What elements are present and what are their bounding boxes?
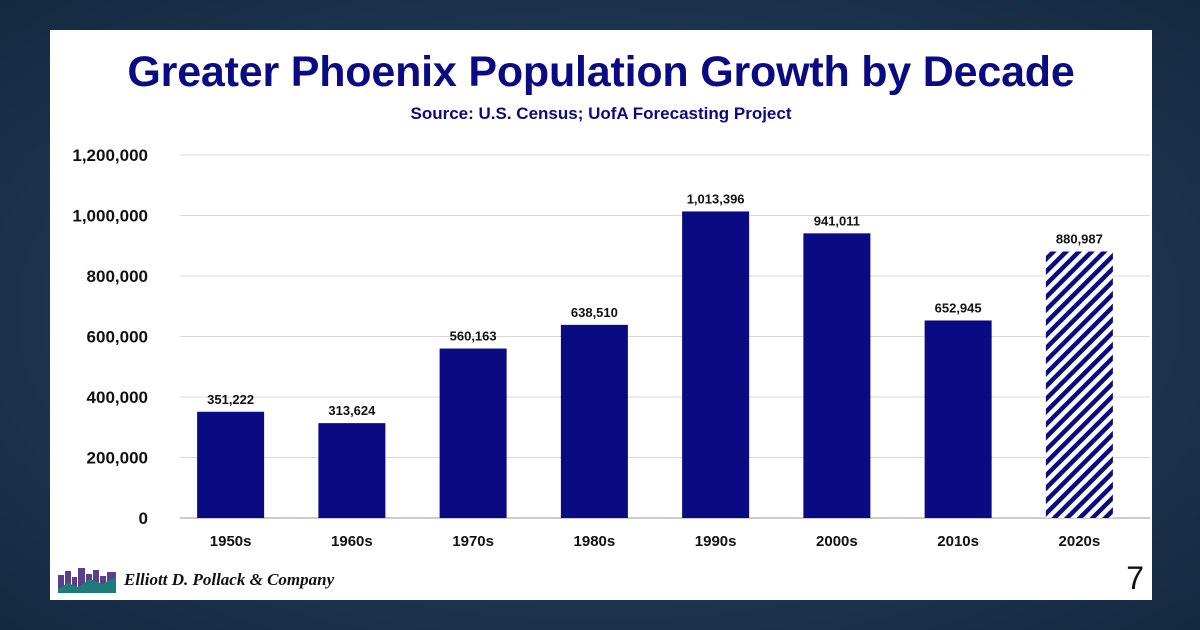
x-tick-label-1980s: 1980s [574, 533, 616, 550]
bar-1950s [197, 411, 265, 518]
bar-chart: 0 200,000 400,000 600,000 800,000 1,000,000 1,… [72, 146, 1150, 550]
y-tick-label: 800,000 [87, 267, 148, 286]
y-tick-label: 1,000,000 [72, 207, 148, 226]
bar-1990s [682, 211, 750, 519]
bar-2020s [1045, 251, 1113, 518]
y-tick-label: 600,000 [87, 328, 148, 347]
y-tick-label: 0 [139, 509, 148, 528]
x-tick-label-2010s: 2010s [937, 533, 979, 550]
bar-1970s [439, 348, 507, 518]
data-label-1980s: 638,510 [571, 305, 618, 320]
bar-2000s [803, 233, 871, 518]
chart-title: Greater Phoenix Population Growth by Dec… [127, 48, 1075, 96]
data-label-2000s: 941,011 [814, 213, 860, 228]
data-label-1950s: 351,222 [207, 392, 254, 407]
y-tick-label: 400,000 [87, 388, 148, 407]
data-label-2020s: 880,987 [1056, 232, 1103, 247]
x-tick-label-1990s: 1990s [695, 533, 737, 550]
y-tick-label: 1,200,000 [72, 146, 148, 165]
x-tick-label-2000s: 2000s [816, 533, 858, 550]
company-logo-icon [58, 568, 116, 593]
x-tick-label-1970s: 1970s [452, 533, 494, 550]
slide: Greater Phoenix Population Growth by Dec… [50, 30, 1152, 600]
data-label-1990s: 1,013,396 [687, 191, 745, 206]
x-axis-ticks: 1950s 1960s 1970s 1980s 1990s 2000s 2010s 2020s [210, 533, 1100, 550]
page-number: 7 [1126, 560, 1144, 596]
data-label-2010s: 652,945 [935, 300, 982, 315]
bars [197, 211, 1113, 519]
bar-1960s [318, 423, 386, 518]
x-tick-label-1960s: 1960s [331, 533, 373, 550]
x-tick-label-1950s: 1950s [210, 533, 252, 550]
y-axis-ticks: 0 200,000 400,000 600,000 800,000 1,000,000 1,… [72, 146, 148, 528]
data-label-1960s: 313,624 [328, 403, 376, 418]
chart-subtitle: Source: U.S. Census; UofA Forecasting Pr… [410, 104, 792, 123]
y-tick-label: 200,000 [87, 449, 148, 468]
bar-1980s [560, 324, 628, 518]
x-tick-label-2020s: 2020s [1059, 533, 1101, 550]
bar-2010s [924, 320, 992, 518]
company-name: Elliott D. Pollack & Company [124, 570, 335, 589]
data-labels: 351,222 313,624 560,163 638,510 1,013,396 941… [207, 191, 1103, 418]
data-label-1970s: 560,163 [450, 329, 497, 344]
